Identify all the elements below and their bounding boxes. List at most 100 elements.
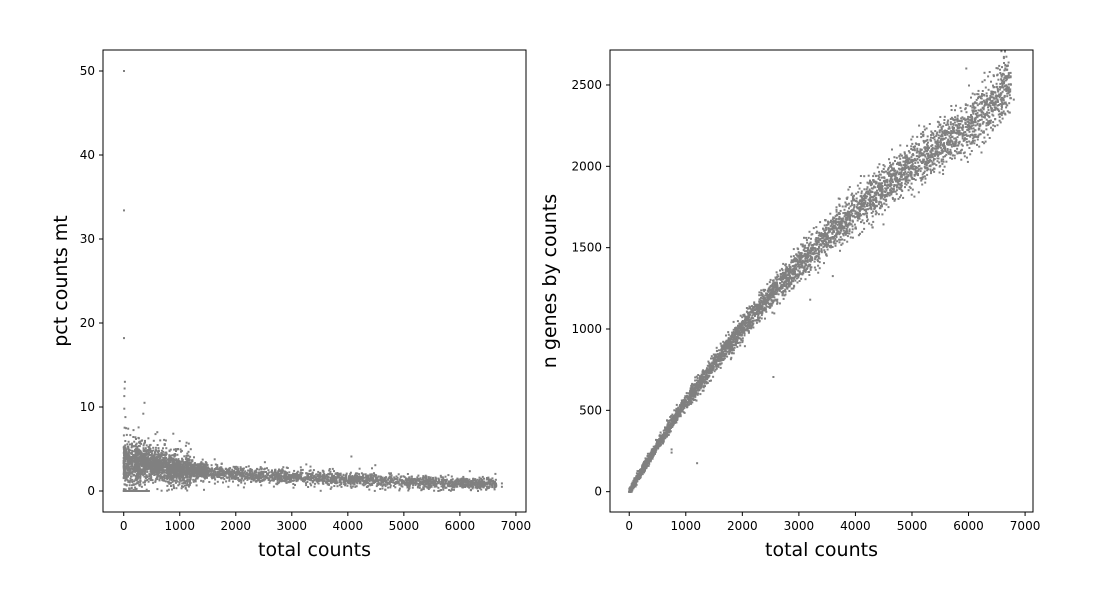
scatter-point <box>848 207 850 209</box>
scatter-point <box>297 471 299 473</box>
scatter-point <box>377 484 379 486</box>
scatter-point <box>167 475 169 477</box>
scatter-point <box>194 480 196 482</box>
scatter-point <box>437 487 439 489</box>
scatter-point <box>126 485 128 487</box>
scatter-point <box>144 465 146 467</box>
scatter-point <box>447 474 449 476</box>
outlier-point <box>142 413 144 415</box>
scatter-point <box>436 483 438 485</box>
scatter-point <box>326 482 328 484</box>
scatter-point <box>387 487 389 489</box>
outlier-point <box>481 486 483 488</box>
scatter-point <box>127 454 129 456</box>
scatter-point <box>138 426 140 428</box>
scatter-point <box>445 476 447 478</box>
scatter-point <box>207 468 209 470</box>
scatter-point <box>175 469 177 471</box>
scatter-point <box>245 466 247 468</box>
scatter-point <box>407 481 409 483</box>
scatter-point <box>206 473 208 475</box>
scatter-point <box>135 478 137 480</box>
scatter-point <box>238 474 240 476</box>
scatter-point <box>840 236 842 238</box>
scatter-point <box>154 460 156 462</box>
scatter-point <box>292 473 294 475</box>
scatter-point <box>186 455 188 457</box>
scatter-point <box>124 440 126 442</box>
scatter-point <box>197 464 199 466</box>
scatter-point <box>232 476 234 478</box>
scatter-point <box>205 461 207 463</box>
scatter-point <box>458 483 460 485</box>
scatter-point <box>186 442 188 444</box>
scatter-point <box>147 437 149 439</box>
scatter-point <box>190 475 192 477</box>
scatter-point <box>203 489 205 491</box>
scatter-point <box>134 468 136 470</box>
scatter-point <box>219 471 221 473</box>
scatter-point <box>480 489 482 491</box>
scatter-point <box>983 105 985 107</box>
scatter-point <box>243 486 245 488</box>
scatter-point <box>193 456 195 458</box>
scatter-point <box>175 487 177 489</box>
scatter-point <box>373 472 375 474</box>
scatter-point <box>396 482 398 484</box>
scatter-point <box>285 482 287 484</box>
scatter-point <box>131 481 133 483</box>
scatter-point <box>407 487 409 489</box>
scatter-point <box>133 441 135 443</box>
scatter-point <box>293 470 295 472</box>
scatter-point <box>970 97 972 99</box>
scatter-point <box>124 480 126 482</box>
scatter-point <box>162 462 164 464</box>
scatter-point <box>184 470 186 472</box>
scatter-point <box>258 478 260 480</box>
scatter-point <box>131 487 133 489</box>
scatter-point <box>246 477 248 479</box>
scatter-point <box>256 472 258 474</box>
scatter-point <box>235 478 237 480</box>
scatter-point <box>494 481 496 483</box>
scatter-point <box>200 465 202 467</box>
scatter-point <box>237 484 239 486</box>
scatter-point <box>146 471 148 473</box>
scatter-point <box>322 482 324 484</box>
scatter-point <box>171 478 173 480</box>
scatter-point <box>181 467 183 469</box>
scatter-point <box>445 482 447 484</box>
scatter-point <box>134 450 136 452</box>
scatter-point <box>217 481 219 483</box>
scatter-point <box>271 476 273 478</box>
scatter-point <box>424 481 426 483</box>
scatter-point <box>256 468 258 470</box>
scatter-point <box>187 455 189 457</box>
scatter-point <box>314 486 316 488</box>
scatter-point <box>853 206 855 208</box>
scatter-point <box>265 471 267 473</box>
scatter-point <box>164 474 166 476</box>
scatter-point <box>852 225 854 227</box>
outlier-point <box>123 209 125 211</box>
scatter-point <box>889 162 891 164</box>
outlier-point <box>144 402 146 404</box>
scatter-point <box>254 476 256 478</box>
outlier-point <box>156 431 158 433</box>
scatter-point <box>166 485 168 487</box>
scatter-point <box>337 485 339 487</box>
scatter-point <box>202 459 204 461</box>
scatter-point <box>445 480 447 482</box>
scatter-point <box>135 444 137 446</box>
scatter-point <box>215 467 217 469</box>
scatter-point <box>152 479 154 481</box>
scatter-point <box>404 484 406 486</box>
scatter-point <box>398 482 400 484</box>
y-tick-label: 10 <box>80 400 95 414</box>
scatter-point <box>144 440 146 442</box>
scatter-point <box>448 481 450 483</box>
scatter-point <box>131 479 133 481</box>
scatter-point <box>172 484 174 486</box>
scatter-point <box>323 474 325 476</box>
scatter-point <box>490 479 492 481</box>
